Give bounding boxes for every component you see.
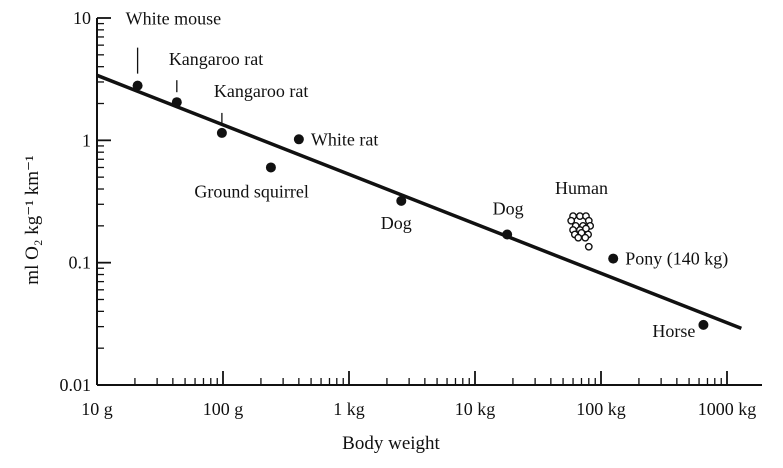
x-tick-label: 1 kg (333, 399, 365, 419)
point-label: Dog (493, 198, 524, 218)
regression-line-group (96, 73, 742, 331)
data-point (608, 253, 619, 264)
human-label: Human (555, 178, 608, 198)
point-label: Kangaroo rat (214, 81, 308, 101)
x-axis-title: Body weight (342, 433, 440, 454)
human-data-point (567, 216, 576, 225)
y-tick-label: 0.1 (69, 253, 92, 273)
y-axis-title: ml O₂ kg⁻¹ km⁻¹ (22, 155, 43, 285)
x-tick-label: 10 g (81, 399, 113, 419)
point-label: Kangaroo rat (169, 49, 263, 69)
x-tick-label: 100 kg (576, 399, 626, 419)
data-point (502, 229, 513, 240)
point-label: Horse (652, 321, 695, 341)
point-label: Ground squirrel (194, 181, 308, 201)
axes (96, 18, 762, 386)
data-points-group (132, 80, 709, 330)
y-tick-label: 0.01 (60, 375, 92, 395)
tick-labels: 10 g 100 g 1 kg 10 kg 100 kg 1000 kg 0.01 0.1 1 1… (60, 8, 757, 419)
data-point (132, 80, 143, 91)
x-tick-label: 100 g (203, 399, 244, 419)
y-tick-label: 10 (73, 8, 91, 28)
data-point (396, 195, 407, 206)
data-point (171, 97, 182, 108)
point-label: White mouse (126, 9, 221, 29)
point-label: Dog (381, 213, 412, 233)
human-data-point (581, 233, 590, 242)
human-points-group (567, 212, 595, 251)
human-data-point (584, 242, 593, 251)
tick-marks (96, 17, 728, 386)
human-data-point (574, 233, 583, 242)
x-tick-label: 1000 kg (698, 399, 757, 419)
point-label: Pony (140 kg) (625, 249, 728, 270)
data-point (293, 134, 304, 145)
data-point (216, 127, 227, 138)
y-tick-label: 1 (82, 130, 91, 150)
regression-line (96, 73, 742, 331)
data-point (698, 319, 709, 330)
x-tick-label: 10 kg (455, 399, 496, 419)
point-label: White rat (311, 129, 378, 149)
point-labels-group: White mouse Kangaroo rat Kangaroo rat Groun… (126, 9, 729, 341)
data-point (265, 162, 276, 173)
